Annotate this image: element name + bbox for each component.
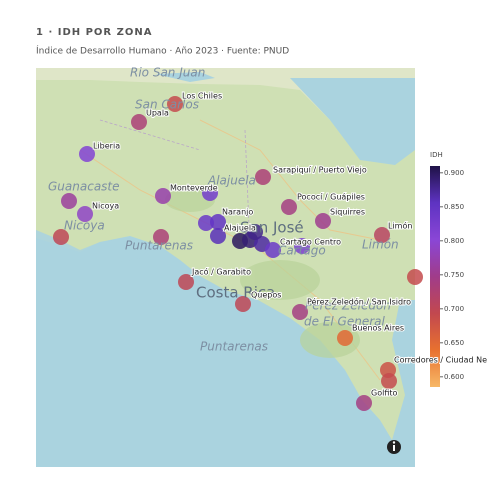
idh-bubble <box>210 214 226 230</box>
region-label: Alajuela <box>207 174 256 188</box>
place-label: Liberia <box>93 142 120 151</box>
idh-bubble <box>356 395 372 411</box>
place-label: Monteverde <box>170 184 218 193</box>
place-label: Pérez Zeledón / San Isidro <box>307 297 411 307</box>
place-label: Limón <box>388 221 412 231</box>
colorbar-title: IDH <box>430 151 443 159</box>
idh-bubble <box>292 304 308 320</box>
idh-bubble <box>198 215 214 231</box>
idh-bubble <box>77 206 93 222</box>
idh-bubble <box>61 193 77 209</box>
place-label: Golfito <box>371 389 397 398</box>
region-label: Costa Rica <box>196 284 275 302</box>
region-label: San Carlos <box>135 98 199 112</box>
region-label: Rio San Juan <box>130 66 205 80</box>
idh-bubble <box>167 96 183 112</box>
region-label: Guanacaste <box>48 180 120 194</box>
colorbar-tick-label: 0.600 <box>444 373 464 381</box>
region-label: de El General <box>304 315 386 329</box>
info-icon[interactable] <box>387 440 401 454</box>
idh-bubble <box>265 242 281 258</box>
colorbar <box>430 166 440 387</box>
region-label: Pérez Zeledón <box>305 299 391 313</box>
idh-bubble <box>79 146 95 162</box>
place-label: Los Chiles <box>182 92 222 101</box>
colorbar-tick-label: 0.650 <box>444 339 464 347</box>
place-label: Quepos <box>251 291 281 300</box>
idh-bubble <box>281 199 297 215</box>
place-label: Siquirres <box>330 208 365 217</box>
idh-bubble <box>374 227 390 243</box>
region-label: Limón <box>362 238 399 252</box>
place-label: Upala <box>146 109 169 118</box>
place-label: Nicoya <box>92 202 119 211</box>
title: 1 · IDH POR ZONA <box>36 27 152 38</box>
idh-bubble <box>178 274 194 290</box>
region-label: Nicoya <box>64 219 105 233</box>
idh-bubble <box>407 269 423 285</box>
idh-bubble <box>315 213 331 229</box>
colorbar-tick-label: 0.700 <box>444 305 464 313</box>
region-label: Puntarenas <box>125 239 193 253</box>
idh-bubble <box>53 229 69 245</box>
place-label: Corredores / Ciudad Neily <box>394 356 487 365</box>
place-label: Buenos Aires <box>352 324 404 333</box>
colorbar-tick-label: 0.800 <box>444 237 464 245</box>
map-background <box>36 68 415 467</box>
idh-bubble <box>337 330 353 346</box>
idh-bubble <box>131 114 147 130</box>
region-label: Cartago <box>278 244 326 258</box>
idh-bubble <box>155 188 171 204</box>
place-label: Naranjo <box>222 208 253 217</box>
colorbar-tick-label: 0.850 <box>444 203 464 211</box>
place-label: Pococí / Guápiles <box>297 193 365 202</box>
place-label: Sarapiquí / Puerto Viejo <box>273 166 367 175</box>
idh-bubble <box>235 296 251 312</box>
region-label: San José <box>240 219 304 237</box>
place-label: Alajuela <box>224 224 256 233</box>
place-label: Cartago Centro <box>280 238 341 247</box>
idh-bubble <box>247 224 263 240</box>
idh-bubble <box>294 238 310 254</box>
idh-bubble <box>255 169 271 185</box>
idh-bubble <box>210 228 226 244</box>
idh-bubble <box>381 373 397 389</box>
idh-bubble <box>202 185 218 201</box>
place-label: Jacó / Garabito <box>191 267 251 277</box>
region-label: Puntarenas <box>200 340 268 354</box>
subtitle: Índice de Desarrollo Humano · Año 2023 ·… <box>36 45 289 57</box>
idh-bubble <box>153 229 169 245</box>
colorbar-tick-label: 0.750 <box>444 271 464 279</box>
colorbar-tick-label: 0.900 <box>444 169 464 177</box>
